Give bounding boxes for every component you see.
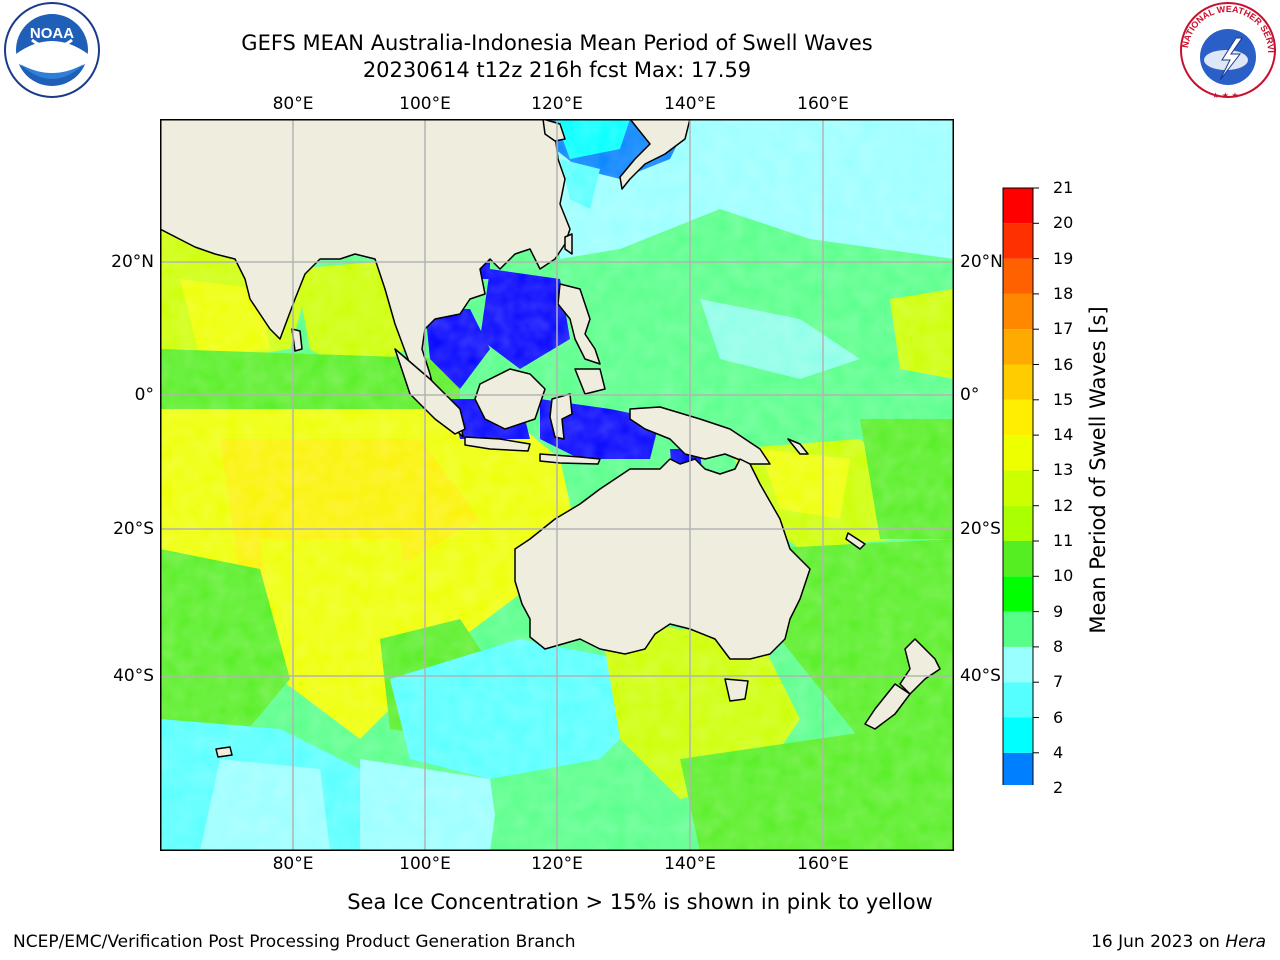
footer-host: Hera xyxy=(1225,932,1266,952)
lat-label-right: 40°S xyxy=(960,666,1001,686)
colorbar-tick-label: 18 xyxy=(1053,283,1074,303)
colorbar-segment xyxy=(1003,505,1033,541)
colorbar-segment xyxy=(1003,752,1033,785)
lon-label-bottom: 80°E xyxy=(272,854,314,874)
chart-title: GEFS MEAN Australia-Indonesia Mean Perio… xyxy=(241,31,873,55)
noaa-logo: NOAA xyxy=(4,2,100,98)
colorbar-segment xyxy=(1003,435,1033,471)
colorbar-tick-label: 10 xyxy=(1053,566,1074,586)
colorbar-segment xyxy=(1003,293,1033,330)
colorbar-segment xyxy=(1003,223,1033,259)
colorbar-segment xyxy=(1003,329,1033,365)
lat-label-left: 40°S xyxy=(113,666,154,686)
colorbar-tick-label: 21 xyxy=(1053,178,1074,197)
lat-label-left: 20°N xyxy=(111,252,154,272)
lon-label-top: 140°E xyxy=(664,94,716,114)
lon-label-top: 100°E xyxy=(399,94,451,114)
colorbar-tick-label: 8 xyxy=(1053,636,1064,656)
swell-period-map xyxy=(160,119,954,851)
chart-subtitle: 20230614 t12z 216h fcst Max: 17.59 xyxy=(362,58,752,82)
colorbar-tick-label: 14 xyxy=(1053,425,1074,445)
nws-logo: NATIONAL WEATHER SERVICE ★ ★ ★ xyxy=(1178,2,1276,100)
colorbar-tick-label: 20 xyxy=(1053,213,1074,233)
colorbar-segment xyxy=(1003,576,1033,612)
colorbar-segment xyxy=(1003,611,1033,647)
lat-label-right: 0° xyxy=(960,385,980,405)
lon-label-bottom: 160°E xyxy=(797,854,849,874)
colorbar-segment xyxy=(1003,258,1033,294)
lat-label-left: 20°S xyxy=(113,519,154,539)
colorbar-tick-label: 13 xyxy=(1053,460,1074,480)
colorbar-tick-label: 19 xyxy=(1053,248,1074,268)
colorbar-tick-label: 6 xyxy=(1053,707,1064,727)
colorbar-segment xyxy=(1003,364,1033,400)
colorbar-tick-label: 4 xyxy=(1053,742,1064,762)
colorbar-tick-label: 7 xyxy=(1053,672,1064,692)
lon-label-top: 160°E xyxy=(797,94,849,114)
lat-label-right: 20°N xyxy=(960,252,1003,272)
lon-label-bottom: 120°E xyxy=(531,854,583,874)
lat-label-right: 20°S xyxy=(960,519,1001,539)
colorbar-tick-label: 11 xyxy=(1053,531,1074,550)
colorbar-tick-label: 17 xyxy=(1053,319,1074,339)
svg-text:★ ★ ★: ★ ★ ★ xyxy=(1212,91,1239,100)
colorbar-segment xyxy=(1003,646,1033,683)
sea-ice-note: Sea Ice Concentration > 15% is shown in … xyxy=(347,890,933,914)
lat-label-left: 0° xyxy=(134,385,154,405)
colorbar-segment xyxy=(1003,717,1033,753)
noaa-logo-text: NOAA xyxy=(30,25,74,42)
colorbar-segment xyxy=(1003,188,1033,224)
lon-label-bottom: 140°E xyxy=(664,854,716,874)
colorbar-segment xyxy=(1003,399,1033,436)
colorbar-segment xyxy=(1003,470,1033,506)
colorbar-tick-label: 2 xyxy=(1053,778,1064,798)
lon-label-top: 80°E xyxy=(272,94,314,114)
colorbar-tick-label: 15 xyxy=(1053,389,1074,409)
colorbar-segment xyxy=(1003,541,1033,577)
colorbar-title: Mean Period of Swell Waves [s] xyxy=(1086,306,1110,634)
colorbar-tick-label: 12 xyxy=(1053,495,1074,515)
colorbar xyxy=(1002,187,1039,785)
lon-label-top: 120°E xyxy=(531,94,583,114)
footer-credit: NCEP/EMC/Verification Post Processing Pr… xyxy=(13,932,576,952)
lon-label-bottom: 100°E xyxy=(399,854,451,874)
colorbar-tick-label: 9 xyxy=(1053,601,1064,621)
colorbar-tick-label: 16 xyxy=(1053,354,1074,374)
footer-date: 16 Jun 2023 on Hera xyxy=(1091,932,1266,952)
footer-date-text: 16 Jun 2023 on xyxy=(1091,932,1226,952)
colorbar-segment xyxy=(1003,682,1033,718)
